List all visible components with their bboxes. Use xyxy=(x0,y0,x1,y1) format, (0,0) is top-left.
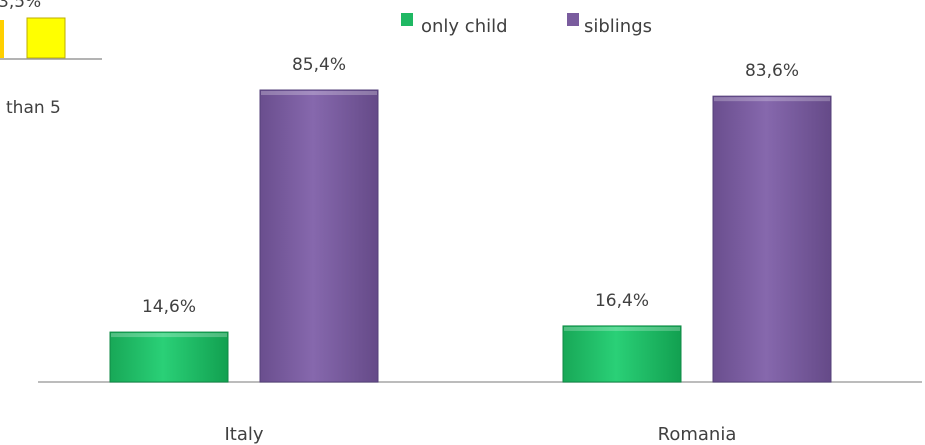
bar-highlight-only-child-italy xyxy=(111,333,227,338)
legend-label-only-child: only child xyxy=(421,16,508,37)
legend: only child siblings xyxy=(401,13,652,37)
data-label-only-child-italy: 14,6% xyxy=(142,297,196,317)
bar-only-child-italy xyxy=(109,331,229,383)
partial-left-chart: 3,5% than 5 xyxy=(0,0,102,118)
partial-legend-text: than 5 xyxy=(6,98,61,118)
data-label-siblings-italy: 85,4% xyxy=(292,55,346,75)
category-label-romania: Romania xyxy=(658,424,737,445)
bar-highlight-only-child-romania xyxy=(564,326,680,331)
bar-siblings-romania xyxy=(712,95,832,383)
data-label-only-child-romania: 16,4% xyxy=(595,291,649,311)
legend-swatch-only-child xyxy=(401,13,413,26)
legend-label-siblings: siblings xyxy=(584,16,652,37)
category-label-italy: Italy xyxy=(224,424,263,445)
partial-yellow-bar xyxy=(26,17,66,59)
bar-only-child-romania xyxy=(562,325,682,383)
partial-value-label: 3,5% xyxy=(0,0,41,12)
partial-left-bar-sliver xyxy=(0,20,4,58)
bar-highlight-siblings-romania xyxy=(714,97,830,102)
bar-siblings-italy xyxy=(259,89,379,383)
bars-layer: 14,6% 85,4% Italy 16,4% 83,6% Romania xyxy=(109,55,832,445)
legend-swatch-siblings xyxy=(567,13,579,26)
data-label-siblings-romania: 83,6% xyxy=(745,61,799,81)
bar-highlight-siblings-italy xyxy=(261,91,377,95)
